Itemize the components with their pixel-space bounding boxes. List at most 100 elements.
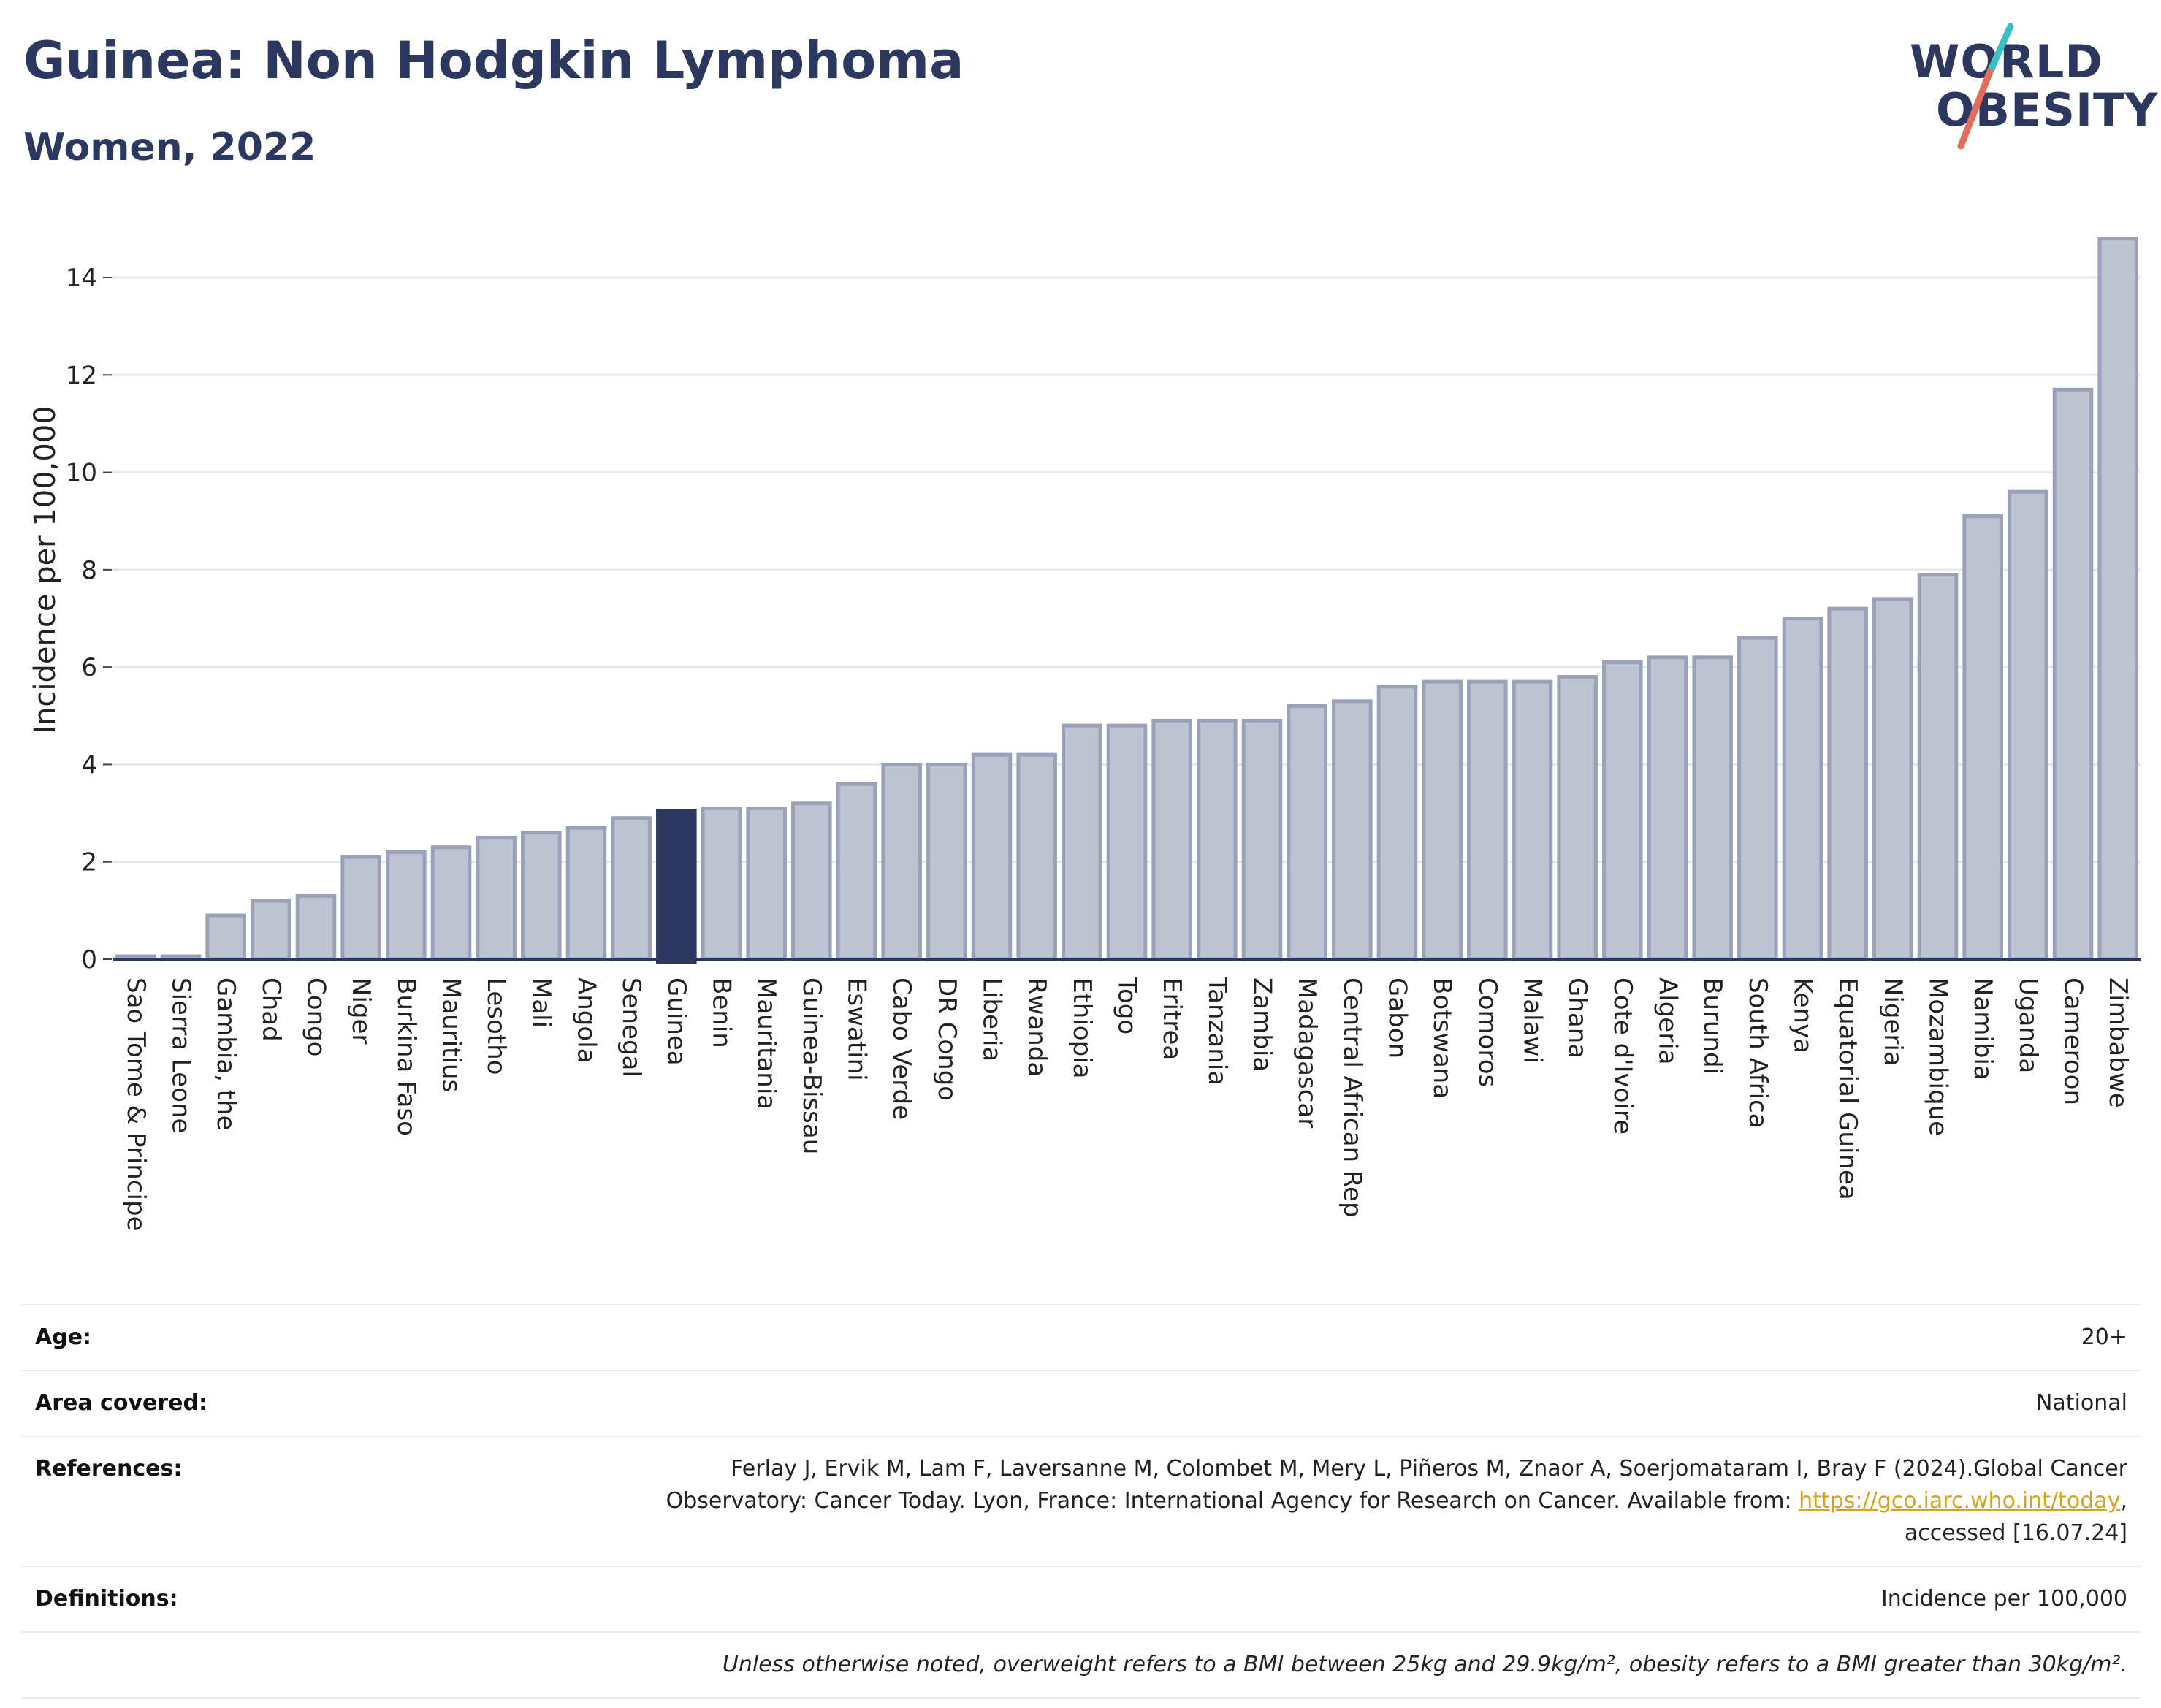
bar (1287, 704, 1327, 961)
x-tick-label: Benin (707, 977, 736, 1048)
bar (251, 899, 291, 961)
bar (971, 752, 1013, 961)
info-row-references: References: Ferlay J, Ervik M, Lam F, La… (22, 1436, 2141, 1567)
references-value: Ferlay J, Ervik M, Lam F, Laversanne M, … (457, 1436, 2141, 1567)
x-tick-label: Zambia (1248, 977, 1277, 1072)
x-tick-label: Gabon (1383, 977, 1412, 1059)
bar (1062, 723, 1102, 961)
bar (1467, 679, 1508, 961)
y-tick-label: 4 (81, 750, 97, 779)
x-tick-label: Chad (256, 977, 286, 1042)
references-line-1: Ferlay J, Ervik M, Lam F, Laversanne M, … (731, 1456, 2127, 1482)
bar (1512, 679, 1553, 961)
bar (836, 782, 877, 961)
info-row-definitions: Definitions: Incidence per 100,000 (22, 1566, 2141, 1633)
area-value: National (457, 1370, 2141, 1437)
bar (386, 850, 427, 961)
x-tick-label: Angola (572, 977, 601, 1063)
bmi-note: Unless otherwise noted, overweight refer… (22, 1631, 2141, 1699)
info-row-age: Age: 20+ (22, 1304, 2141, 1371)
y-tick-label: 14 (66, 264, 97, 293)
x-tick-label: Comoros (1473, 977, 1502, 1087)
bar (1962, 514, 2003, 961)
bar (1647, 655, 1688, 961)
page-title: Guinea: Non Hodgkin Lymphoma (23, 31, 964, 91)
x-tick-label: Mali (527, 977, 556, 1028)
definitions-value: Incidence per 100,000 (457, 1566, 2141, 1633)
x-tick-label: Lesotho (481, 977, 511, 1075)
bar (1557, 674, 1598, 961)
x-tick-label: South Africa (1743, 977, 1772, 1129)
x-tick-label: Zimbabwe (2103, 977, 2133, 1108)
x-tick-label: Central African Rep (1338, 977, 1367, 1218)
bar (295, 893, 337, 961)
x-tick-label: Tanzania (1203, 977, 1232, 1086)
x-tick-label: Kenya (1788, 977, 1818, 1053)
age-value: 20+ (457, 1304, 2141, 1371)
references-line-3: accessed [16.07.24] (1904, 1520, 2127, 1546)
y-tick-label: 6 (81, 653, 97, 682)
x-tick-label: Burundi (1698, 977, 1727, 1075)
age-label: Age: (22, 1304, 457, 1371)
bar-chart: 0 2 4 6 8 10 12 14 Sao Tome & Principe Sierra Le… (28, 237, 2141, 1232)
bar (340, 855, 381, 961)
bar (430, 845, 472, 961)
x-tick-label: Mauritania (752, 977, 781, 1110)
bar (1106, 723, 1148, 961)
bar (1241, 718, 1283, 961)
references-link[interactable]: https://gco.iarc.who.int/today (1799, 1488, 2121, 1514)
bar (701, 806, 742, 961)
x-tick-label: Eritrea (1157, 977, 1186, 1060)
references-line-2-end: , (2120, 1488, 2127, 1514)
y-axis-ticks: 0 2 4 6 8 10 12 14 (66, 264, 112, 975)
bar (926, 762, 967, 961)
x-tick-label: Cote d'Ivoire (1608, 977, 1637, 1135)
x-tick-label: Madagascar (1292, 977, 1322, 1128)
y-tick-label: 10 (66, 459, 97, 488)
y-tick-label: 12 (66, 361, 97, 390)
bar (1917, 573, 1959, 961)
bar (1016, 752, 1057, 961)
bar (476, 835, 517, 961)
bar (521, 831, 562, 961)
bar (1782, 617, 1823, 961)
bar (881, 762, 922, 961)
x-tick-label: Uganda (2013, 977, 2043, 1073)
page-subtitle: Women, 2022 (23, 126, 316, 169)
area-label: Area covered: (22, 1370, 457, 1437)
definitions-label: Definitions: (22, 1566, 457, 1633)
bar (1197, 718, 1238, 961)
bar (1376, 685, 1418, 961)
x-tick-label: Cabo Verde (887, 977, 916, 1120)
bar (1602, 660, 1643, 961)
x-tick-label: Liberia (977, 977, 1007, 1061)
bar (1737, 636, 1778, 961)
x-tick-label: Namibia (1968, 977, 1997, 1080)
x-tick-label: Sao Tome & Principe (121, 977, 150, 1232)
bar (2008, 489, 2048, 961)
x-tick-label: Senegal (617, 977, 646, 1078)
bar (611, 816, 652, 961)
x-tick-label: Sierra Leone (167, 977, 196, 1133)
bar (565, 826, 607, 961)
info-row-area: Area covered: National (22, 1370, 2141, 1437)
x-tick-label: DR Congo (932, 977, 961, 1101)
y-tick-label: 2 (81, 848, 97, 877)
bar (746, 806, 787, 961)
x-tick-label: Cameroon (2059, 977, 2088, 1105)
x-tick-label: Mozambique (1924, 977, 1953, 1136)
references-line-2: Observatory: Cancer Today. Lyon, France:… (666, 1488, 1799, 1514)
bar (2052, 387, 2094, 961)
x-tick-label: Congo (302, 977, 331, 1056)
x-tick-label: Algeria (1653, 977, 1682, 1064)
x-tick-label: Guinea (662, 977, 691, 1066)
x-tick-label: Rwanda (1022, 977, 1051, 1077)
chart-bars (115, 237, 2138, 964)
logo-slash-icon (1957, 23, 2014, 150)
bar-highlighted (656, 809, 697, 964)
bar (1872, 597, 1913, 961)
y-tick-label: 0 (81, 945, 97, 975)
bar (205, 913, 246, 961)
x-tick-label: Nigeria (1878, 977, 1907, 1067)
x-tick-label: Malawi (1518, 977, 1547, 1064)
